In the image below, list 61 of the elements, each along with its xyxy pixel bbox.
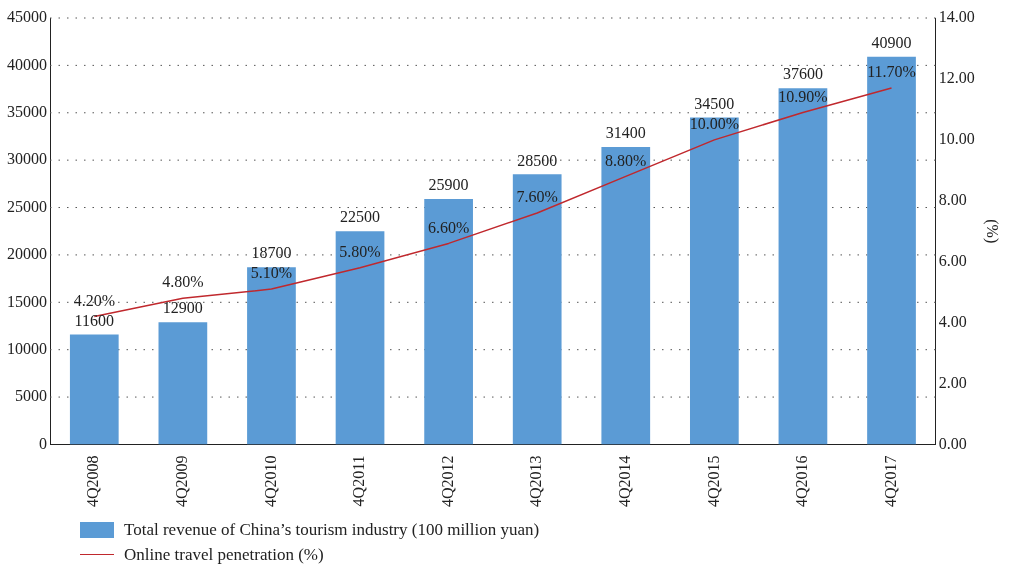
x-tick-label: 4Q2013 [527, 455, 545, 508]
data-label: 22500 [340, 208, 381, 226]
data-label: 6.60% [427, 218, 470, 236]
x-tick-label: 4Q2017 [881, 455, 899, 508]
bar [247, 267, 296, 445]
data-label: 10.90% [778, 87, 828, 105]
y-tick-label: 25000 [7, 197, 47, 215]
data-label: 37600 [782, 65, 823, 83]
y2-tick-label: 0.00 [938, 434, 967, 452]
y2-tick-label: 8.00 [938, 190, 967, 208]
data-label: 31400 [605, 124, 646, 142]
data-label: 7.60% [516, 188, 558, 206]
bar [158, 322, 208, 445]
bar [689, 117, 739, 445]
data-label: 28500 [517, 151, 558, 169]
bar [512, 174, 562, 445]
data-label: 4.80% [162, 273, 204, 291]
y-tick-label: 40000 [7, 55, 47, 73]
x-tick-label: 4Q2012 [438, 455, 456, 508]
y-tick-label: 30000 [7, 150, 47, 168]
y2-tick-label: 6.00 [938, 251, 967, 269]
data-label: 34500 [694, 94, 735, 112]
x-tick-label: 4Q2009 [173, 455, 191, 508]
data-label: 18700 [251, 244, 292, 262]
legend-label: Total revenue of China’s tourism industry (100 million yuan) [124, 519, 540, 540]
y-tick-label: 10000 [7, 339, 47, 357]
x-tick-label: 4Q2015 [704, 455, 722, 508]
data-label: 40900 [871, 34, 912, 52]
data-label: 8.80% [605, 151, 647, 169]
y2-tick-label: 12.00 [938, 69, 975, 87]
data-label: 5.10% [250, 264, 293, 282]
x-tick-label: 4Q2011 [350, 455, 368, 507]
x-tick-label: 4Q2008 [84, 455, 102, 508]
y2-axis-title: (%) [983, 219, 1002, 244]
bar [601, 146, 651, 445]
data-label: 12900 [162, 299, 203, 317]
data-label: 10.00% [689, 115, 740, 133]
bar [424, 199, 473, 445]
bar [867, 56, 916, 445]
x-tick-label: 4Q2016 [793, 455, 811, 508]
data-label: 11600 [74, 311, 114, 329]
data-label: 5.80% [339, 242, 381, 260]
x-tick-label: 4Q2010 [261, 455, 279, 508]
y-tick-label: 35000 [7, 102, 47, 120]
data-label: 11.70% [867, 63, 916, 81]
y2-tick-label: 10.00 [938, 130, 975, 148]
x-tick-label: 4Q2014 [615, 455, 633, 508]
bar [778, 88, 828, 445]
y2-tick-label: 2.00 [938, 373, 967, 391]
bar [335, 231, 385, 445]
y2-tick-label: 14.00 [938, 8, 975, 26]
data-label: 4.20% [73, 291, 115, 309]
y-tick-label: 5000 [15, 387, 47, 405]
y-tick-label: 20000 [7, 245, 47, 263]
y-tick-label: 15000 [7, 292, 47, 310]
legend-label: Online travel penetration (%) [124, 544, 324, 565]
y-tick-label: 45000 [7, 8, 47, 26]
y-tick-label: 0 [39, 434, 47, 452]
data-label: 25900 [428, 176, 469, 194]
y2-tick-label: 4.00 [938, 312, 967, 330]
bar [69, 334, 119, 445]
